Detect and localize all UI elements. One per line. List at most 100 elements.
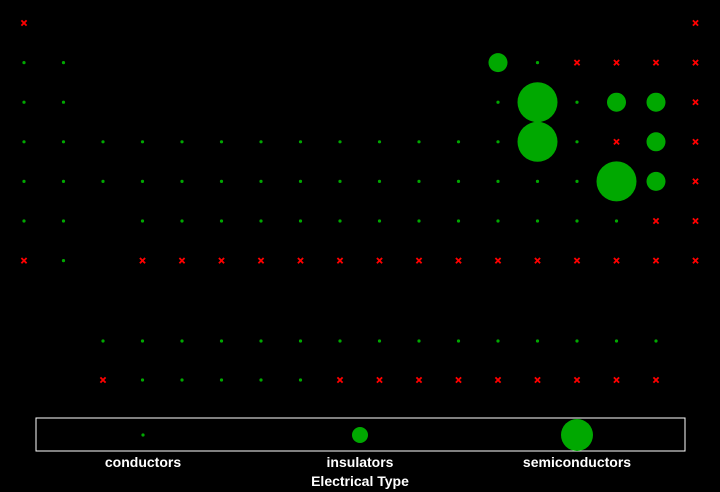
data-point-conductors <box>61 259 66 263</box>
data-point-conductors <box>614 339 619 343</box>
data-point-cross <box>415 376 423 384</box>
data-point-conductors <box>417 339 421 343</box>
data-point-cross <box>573 257 581 264</box>
data-point-conductors <box>338 219 342 223</box>
data-point-conductors <box>61 100 66 104</box>
data-point-conductors <box>61 140 66 144</box>
data-point-cross <box>652 257 660 264</box>
data-point-semiconductors <box>596 161 637 202</box>
data-point-insulators <box>646 171 666 191</box>
data-point-cross <box>415 257 423 264</box>
data-point-cross <box>178 257 186 264</box>
data-point-cross <box>652 376 660 384</box>
data-point-cross <box>613 376 620 384</box>
data-point-conductors <box>496 219 500 223</box>
data-point-cross <box>652 59 660 66</box>
data-point-conductors <box>140 179 145 183</box>
data-point-conductors <box>654 339 658 343</box>
data-point-conductors <box>377 339 382 343</box>
data-point-conductors <box>219 140 224 144</box>
data-point-conductors <box>377 179 382 183</box>
data-point-conductors <box>298 179 303 183</box>
legend: conductors insulators semiconductors Ele… <box>35 417 686 489</box>
data-point-conductors <box>456 140 461 144</box>
data-point-semiconductors <box>517 121 558 162</box>
data-point-conductors <box>259 179 263 183</box>
data-point-cross <box>336 376 344 384</box>
data-point-conductors <box>180 179 184 183</box>
legend-label-conductors: conductors <box>105 454 181 470</box>
data-point-conductors <box>140 378 145 382</box>
data-point-conductors <box>140 339 145 343</box>
data-point-conductors <box>338 179 342 183</box>
data-point-conductors <box>535 61 540 65</box>
data-point-insulators <box>488 53 508 73</box>
legend-symbol-semiconductors <box>561 419 593 451</box>
data-point-conductors <box>298 140 303 144</box>
data-point-insulators <box>607 92 626 112</box>
legend-label-insulators: insulators <box>327 454 394 470</box>
data-point-conductors <box>180 140 184 144</box>
data-point-conductors <box>496 140 500 144</box>
data-point-conductors <box>101 179 105 183</box>
data-point-cross <box>613 138 620 146</box>
legend-symbol-conductors <box>141 433 145 437</box>
data-point-cross <box>692 59 699 66</box>
data-point-conductors <box>496 339 500 343</box>
data-point-conductors <box>101 339 105 343</box>
data-point-cross <box>573 59 581 66</box>
data-point-cross <box>139 257 146 264</box>
data-point-conductors <box>535 219 540 223</box>
data-point-conductors <box>575 339 579 343</box>
legend-label-semiconductors: semiconductors <box>523 454 631 470</box>
data-point-cross <box>376 257 383 264</box>
data-point-cross <box>652 217 660 225</box>
data-point-conductors <box>456 219 461 223</box>
data-point-conductors <box>456 339 461 343</box>
data-point-cross <box>218 257 225 264</box>
data-point-conductors <box>259 219 263 223</box>
data-point-cross <box>613 257 620 264</box>
data-point-conductors <box>298 339 303 343</box>
data-point-conductors <box>219 378 224 382</box>
data-point-conductors <box>180 339 184 343</box>
data-point-conductors <box>180 219 184 223</box>
data-point-cross <box>692 138 699 146</box>
legend-box <box>35 417 686 452</box>
data-point-cross <box>494 257 502 264</box>
data-point-conductors <box>259 339 263 343</box>
legend-title: Electrical Type <box>311 473 409 489</box>
data-point-cross <box>455 257 462 264</box>
data-point-cross <box>20 257 28 264</box>
data-point-cross <box>455 376 462 384</box>
data-point-semiconductors <box>517 82 558 123</box>
data-point-conductors <box>219 219 224 223</box>
data-point-cross <box>376 376 383 384</box>
data-point-cross <box>692 19 699 27</box>
data-point-conductors <box>298 219 303 223</box>
data-point-conductors <box>417 140 421 144</box>
data-point-conductors <box>377 140 382 144</box>
data-point-cross <box>494 376 502 384</box>
data-point-conductors <box>338 339 342 343</box>
data-point-conductors <box>338 140 342 144</box>
data-point-conductors <box>259 140 263 144</box>
data-point-conductors <box>259 378 263 382</box>
data-point-cross <box>336 257 344 264</box>
data-point-conductors <box>101 140 105 144</box>
data-point-cross <box>297 257 304 264</box>
data-point-conductors <box>22 219 26 223</box>
data-point-conductors <box>535 339 540 343</box>
data-point-cross <box>534 376 541 384</box>
data-point-cross <box>692 98 699 106</box>
data-point-conductors <box>61 219 66 223</box>
legend-symbols <box>141 419 593 451</box>
data-point-conductors <box>496 100 500 104</box>
data-point-insulators <box>646 92 666 112</box>
data-point-conductors <box>614 219 619 223</box>
data-point-conductors <box>22 179 26 183</box>
data-point-cross <box>613 59 620 66</box>
data-point-conductors <box>575 219 579 223</box>
data-point-cross <box>692 217 699 225</box>
